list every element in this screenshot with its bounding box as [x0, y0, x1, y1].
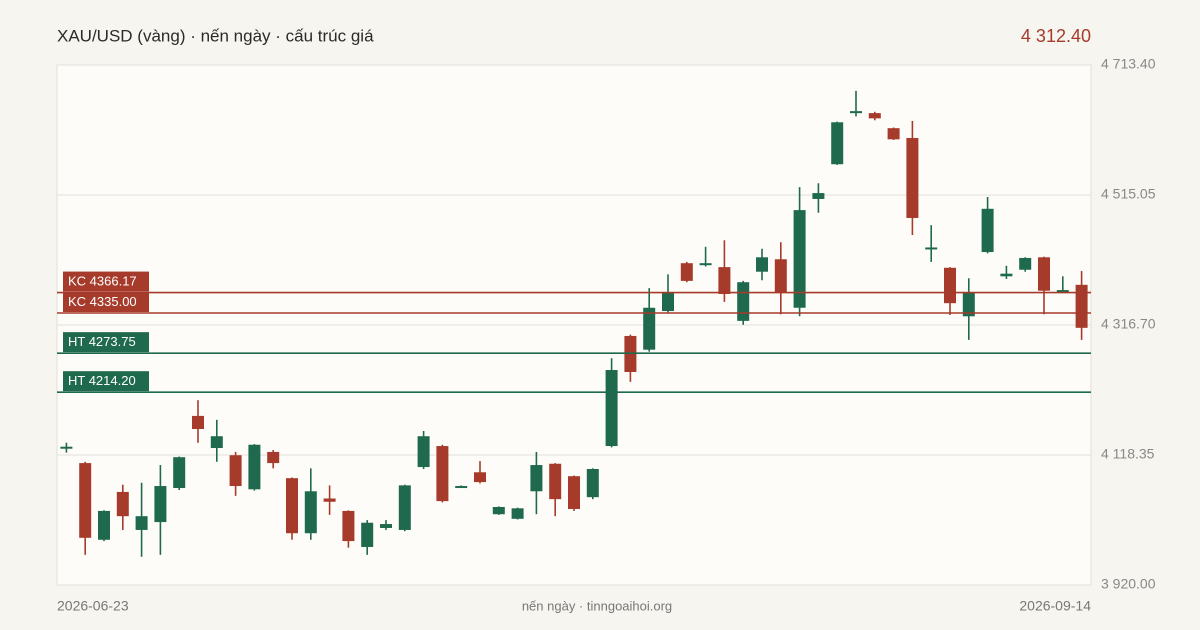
candle-body — [436, 446, 449, 502]
candle-body — [135, 516, 148, 530]
y-tick-label: 4 316.70 — [1101, 316, 1156, 332]
candle-body — [549, 463, 562, 500]
y-tick-label: 4 118.35 — [1101, 446, 1155, 462]
candle-body — [774, 259, 787, 293]
candle-body — [286, 478, 298, 534]
level-label-box — [63, 271, 149, 292]
y-tick-label: 3 920.00 — [1101, 576, 1156, 592]
candle-body — [925, 247, 938, 250]
candle-body — [643, 307, 656, 350]
candle-body — [887, 128, 900, 140]
candle-body — [474, 472, 486, 483]
level-label: HT 4273.75 — [68, 334, 136, 349]
candle-body — [229, 455, 242, 487]
candle-body — [605, 370, 618, 447]
candle-body — [812, 193, 825, 199]
level-label-box — [63, 292, 149, 313]
candle-body — [793, 210, 806, 308]
candle-body — [568, 476, 580, 509]
level-label-box — [63, 371, 149, 392]
candle-body — [398, 485, 411, 530]
candle-body — [192, 415, 204, 430]
candle-body — [154, 486, 167, 523]
candle-body — [492, 507, 505, 515]
candle-body — [831, 122, 844, 165]
candle-body — [944, 267, 956, 304]
x-tick-label: 2026-09-14 — [1019, 598, 1091, 614]
candle-body — [699, 263, 712, 266]
last-price: 4 312.40 — [1021, 26, 1091, 46]
candle-body — [361, 522, 374, 547]
candle-body — [906, 138, 919, 218]
candle-body — [662, 292, 674, 312]
candle-body — [718, 267, 731, 294]
chart-title: XAU/USD (vàng) · nến ngày · cấu trúc giá — [57, 26, 374, 45]
y-tick-label: 4 713.40 — [1101, 56, 1156, 72]
candle-body — [737, 282, 750, 321]
candle-body — [530, 465, 543, 492]
candle-body — [173, 457, 186, 488]
level-label: KC 4366.17 — [68, 274, 137, 289]
candle-body — [380, 524, 392, 528]
footer: nến ngày · tinngoaihoi.org — [522, 598, 672, 613]
candle-body — [981, 208, 994, 253]
candle-body — [624, 335, 637, 372]
candle-body — [1075, 284, 1088, 328]
level-label: KC 4335.00 — [68, 294, 137, 309]
candle-body — [455, 486, 468, 489]
y-tick-label: 4 515.05 — [1101, 186, 1156, 202]
candle-body — [248, 444, 261, 490]
candle-body — [756, 257, 768, 272]
candle-body — [342, 510, 355, 542]
candle-body — [1056, 290, 1069, 293]
candle-body — [98, 510, 110, 540]
candle-body — [79, 463, 92, 538]
level-label: HT 4214.20 — [68, 373, 136, 388]
candle-body — [962, 292, 975, 317]
x-tick-label: 2026-06-23 — [57, 598, 129, 614]
candle-body — [267, 451, 280, 464]
candle-body — [417, 436, 430, 468]
candle-body — [1038, 257, 1050, 291]
candle-body — [304, 491, 317, 534]
candle-body — [1019, 257, 1032, 270]
candle-body — [850, 111, 862, 114]
candle-body — [586, 468, 599, 498]
candle-body — [511, 508, 524, 519]
candle-body — [680, 263, 693, 281]
candle-body — [210, 436, 223, 449]
candle-body — [868, 113, 881, 119]
candle-body — [60, 446, 73, 449]
candle-body — [116, 491, 129, 517]
candle-body — [323, 498, 336, 502]
candle-body — [1000, 273, 1013, 277]
level-label-box — [63, 332, 149, 353]
